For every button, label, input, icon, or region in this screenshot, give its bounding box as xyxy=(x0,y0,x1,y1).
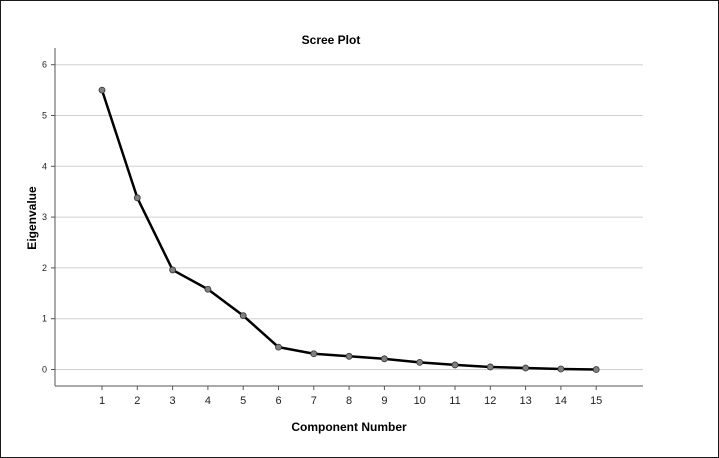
data-point xyxy=(346,353,352,359)
data-point xyxy=(417,359,423,365)
data-point xyxy=(523,365,529,371)
data-point xyxy=(311,351,317,357)
x-tick-label: 5 xyxy=(240,395,246,407)
x-tick-label: 1 xyxy=(99,395,105,407)
data-point xyxy=(593,367,599,373)
x-tick-labels: 1 2 3 4 5 6 7 8 9 10 11 12 13 14 15 xyxy=(99,386,602,407)
x-tick-label: 15 xyxy=(590,395,602,407)
x-tick-label: 9 xyxy=(381,395,387,407)
y-tick-label: 1 xyxy=(42,314,47,324)
y-tick-label: 2 xyxy=(42,263,47,273)
x-tick-label: 2 xyxy=(134,395,140,407)
x-tick-label: 13 xyxy=(519,395,531,407)
chart-title: Scree Plot xyxy=(302,33,361,47)
x-tick-label: 3 xyxy=(170,395,176,407)
data-point xyxy=(381,356,387,362)
x-tick-label: 11 xyxy=(449,395,460,407)
data-point xyxy=(99,87,105,93)
x-tick-label: 12 xyxy=(484,395,496,407)
data-point xyxy=(240,313,246,319)
gridlines xyxy=(51,65,643,370)
x-tick-label: 8 xyxy=(346,395,352,407)
data-point xyxy=(134,195,140,201)
data-point xyxy=(205,286,211,292)
y-tick-label: 5 xyxy=(42,111,47,121)
x-tick-label: 7 xyxy=(311,395,317,407)
x-axis-label: Component Number xyxy=(291,420,407,434)
x-tick-label: 14 xyxy=(555,395,567,407)
y-tick-labels: 0 1 2 3 4 5 6 xyxy=(42,60,47,375)
y-tick-label: 0 xyxy=(42,365,47,375)
data-point xyxy=(452,362,458,368)
x-tick-label: 6 xyxy=(275,395,281,407)
series-eigenvalues xyxy=(99,87,599,372)
x-tick-label: 10 xyxy=(414,395,426,407)
data-point xyxy=(170,267,176,273)
y-tick-label: 3 xyxy=(42,212,47,222)
data-point xyxy=(558,366,564,372)
y-axis-label: Eigenvalue xyxy=(25,186,39,250)
data-point xyxy=(487,364,493,370)
y-tick-label: 4 xyxy=(42,161,47,171)
series-line xyxy=(102,90,596,369)
y-tick-label: 6 xyxy=(42,60,47,70)
data-point xyxy=(276,344,282,350)
x-tick-label: 4 xyxy=(205,395,211,407)
